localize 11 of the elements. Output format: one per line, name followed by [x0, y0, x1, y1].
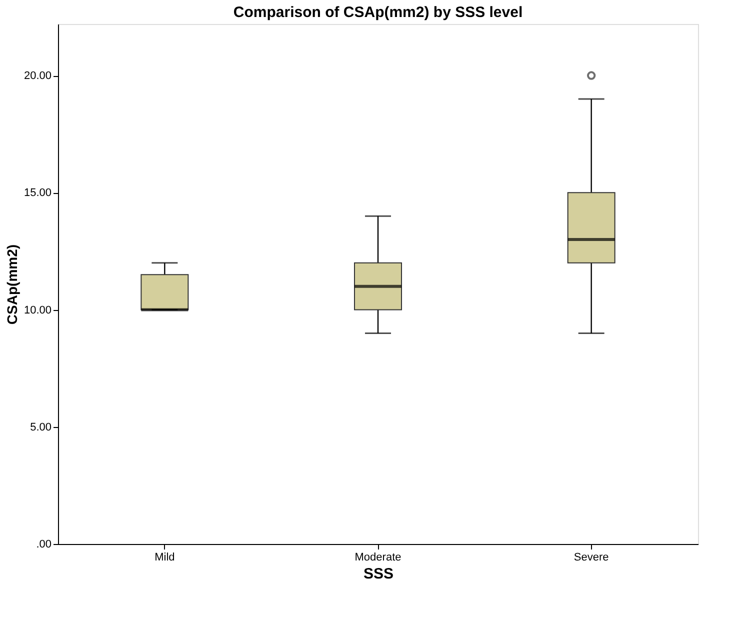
- x-tick-label: Moderate: [354, 552, 402, 564]
- x-axis-title: SSS: [363, 566, 394, 582]
- chart-title: Comparison of CSAp(mm2) by SSS level: [233, 4, 523, 21]
- y-tick-label: 20.00: [24, 70, 52, 82]
- y-tick-label: 5.00: [30, 421, 52, 434]
- y-tick-label: 10.00: [24, 304, 52, 316]
- y-axis-title: CSAp(mm2): [4, 244, 20, 325]
- x-tick-label: Mild: [154, 552, 175, 564]
- x-tick-label: Severe: [574, 552, 609, 564]
- y-tick-label: .00: [36, 538, 52, 550]
- y-tick-label: 15.00: [24, 187, 52, 200]
